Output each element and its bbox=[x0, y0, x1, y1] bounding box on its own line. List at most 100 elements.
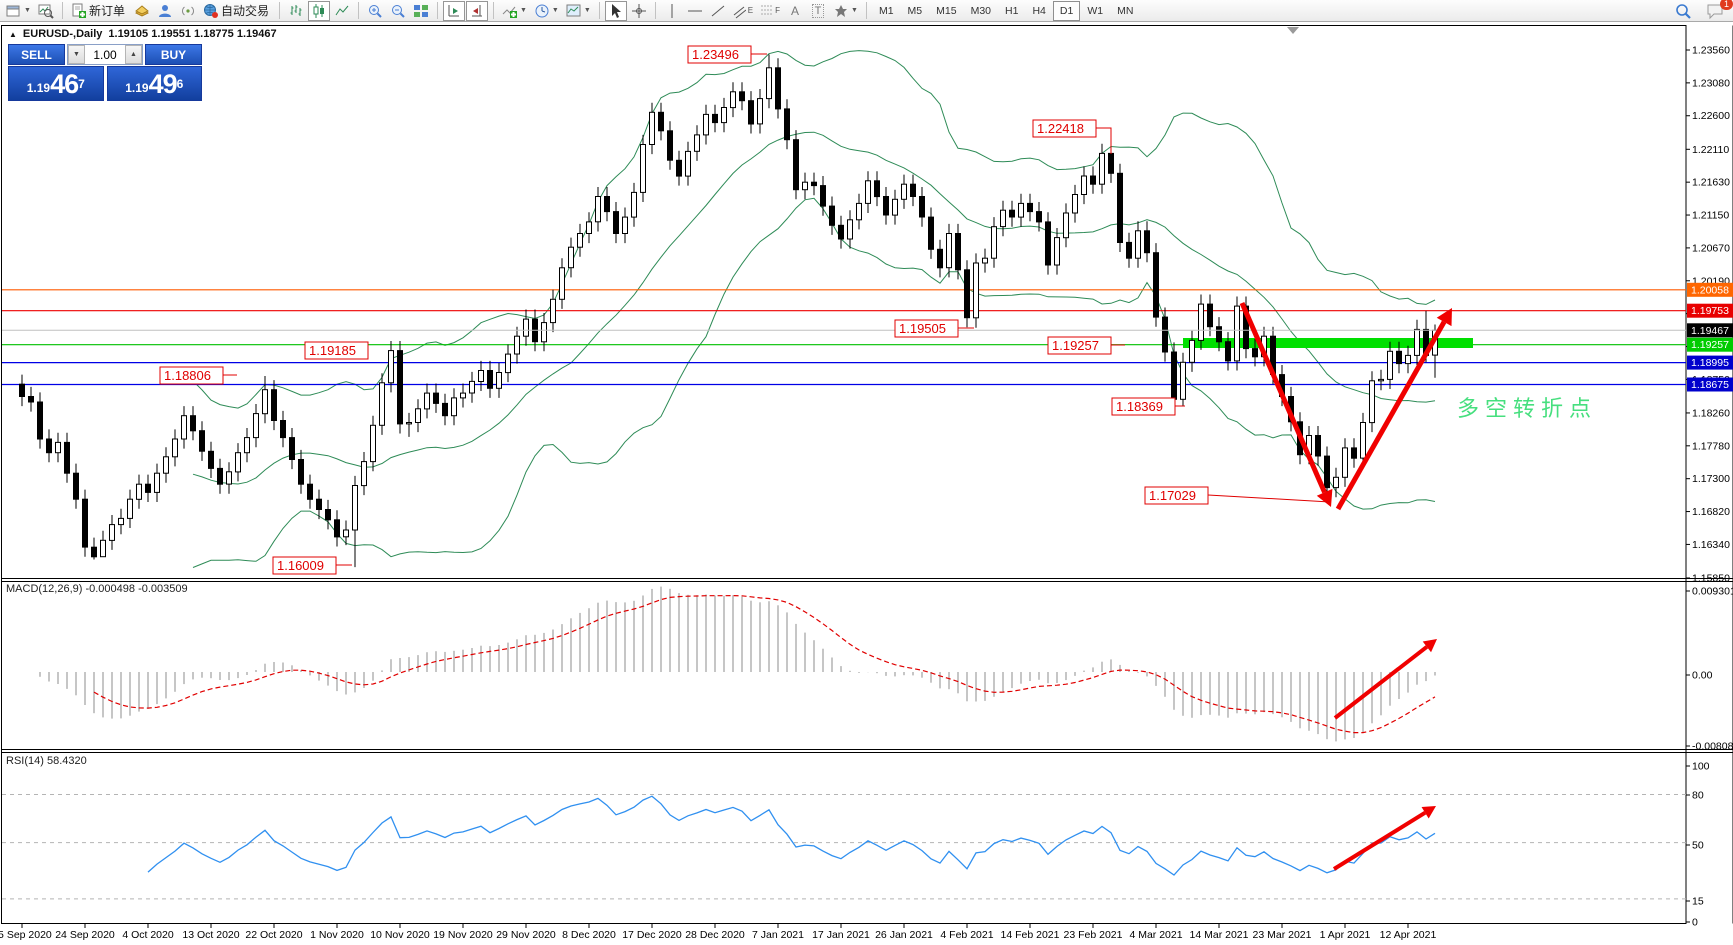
chart-price-label[interactable]: 1.17029 bbox=[1144, 486, 1331, 505]
svg-text:1.17029: 1.17029 bbox=[1149, 488, 1196, 503]
chart-price-label[interactable]: 1.19505 bbox=[894, 319, 974, 338]
horizontal-line-button[interactable] bbox=[684, 1, 706, 21]
svg-text:0: 0 bbox=[1692, 917, 1698, 929]
candlestick-chart-button[interactable] bbox=[307, 0, 330, 21]
sell-price-button[interactable]: 1.19 46 7 bbox=[8, 66, 104, 101]
shapes-icon bbox=[835, 4, 848, 17]
trend-arrows[interactable] bbox=[1239, 302, 1452, 871]
auto-trading-icon bbox=[203, 3, 218, 18]
shapes-button[interactable]: ▼ bbox=[830, 1, 861, 21]
chart-shift-button[interactable] bbox=[465, 0, 488, 21]
volume-input[interactable]: 1.00 bbox=[93, 47, 117, 62]
svg-text:50: 50 bbox=[1692, 840, 1704, 852]
chart-price-label[interactable]: 1.18806 bbox=[159, 366, 237, 385]
text-label-button[interactable]: T bbox=[807, 1, 829, 21]
collapse-icon[interactable]: ▲ bbox=[9, 29, 17, 39]
signals-button[interactable] bbox=[177, 1, 199, 21]
fibonacci-icon bbox=[761, 5, 773, 14]
chart-price-label[interactable]: 1.19185 bbox=[304, 341, 369, 360]
indicators-button[interactable]: ▼ bbox=[499, 1, 530, 21]
svg-text:15 Sep 2020: 15 Sep 2020 bbox=[0, 929, 52, 941]
sell-price-small: 1.19 bbox=[26, 81, 51, 95]
vertical-line-button[interactable] bbox=[661, 1, 683, 21]
search-icon bbox=[1676, 3, 1691, 19]
line-chart-icon bbox=[335, 5, 349, 15]
volume-stepper: ▼ 1.00 ▲ bbox=[67, 44, 143, 65]
price-tag: 1.18995 bbox=[1687, 355, 1733, 370]
profiles-button[interactable] bbox=[35, 1, 57, 21]
auto-scroll-button[interactable] bbox=[442, 0, 465, 21]
search-button[interactable] bbox=[1671, 1, 1695, 21]
cursor-button[interactable] bbox=[604, 0, 627, 21]
trendline-button[interactable] bbox=[707, 1, 729, 21]
svg-text:22 Oct 2020: 22 Oct 2020 bbox=[245, 929, 302, 941]
tf-button-M30[interactable]: M30 bbox=[970, 4, 992, 17]
tf-button-W1[interactable]: W1 bbox=[1087, 4, 1104, 17]
chat-badge: 1 bbox=[1719, 0, 1733, 10]
periods-button[interactable]: ▼ bbox=[531, 1, 562, 21]
crosshair-button[interactable] bbox=[628, 1, 650, 21]
bar-chart-icon bbox=[290, 4, 302, 16]
svg-text:1.17780: 1.17780 bbox=[1692, 440, 1730, 452]
toolbar-separator bbox=[357, 2, 359, 19]
channel-icon bbox=[733, 6, 746, 18]
chat-button[interactable]: 1 bbox=[1703, 0, 1733, 21]
candles-layer bbox=[19, 54, 1438, 568]
gold-book-icon bbox=[135, 4, 149, 17]
tf-button-M15[interactable]: M15 bbox=[936, 4, 957, 17]
svg-text:1.18995: 1.18995 bbox=[1691, 357, 1729, 369]
volume-down-button[interactable]: ▼ bbox=[68, 45, 85, 64]
svg-text:1.22110: 1.22110 bbox=[1692, 144, 1729, 156]
svg-text:19 Nov 2020: 19 Nov 2020 bbox=[433, 929, 493, 941]
toolbar-separator bbox=[654, 2, 656, 19]
auto-trading-button[interactable]: 自动交易 bbox=[200, 1, 274, 21]
svg-text:1.20670: 1.20670 bbox=[1692, 242, 1730, 254]
one-click-trading-panel: SELL ▼ 1.00 ▲ BUY 1.19 46 7 1.19 49 6 bbox=[8, 44, 202, 101]
svg-text:1.20058: 1.20058 bbox=[1691, 284, 1729, 296]
tf-button-D1[interactable]: D1 bbox=[1052, 0, 1081, 21]
templates-button[interactable]: ▼ bbox=[563, 1, 594, 21]
label-tool-glyph: T bbox=[811, 3, 825, 18]
tile-windows-button[interactable] bbox=[410, 1, 432, 21]
chart-price-label[interactable]: 1.16009 bbox=[272, 556, 352, 575]
svg-text:1.21150: 1.21150 bbox=[1692, 210, 1729, 222]
chart-price-label[interactable]: 1.23496 bbox=[687, 45, 767, 64]
tf-button-H4[interactable]: H4 bbox=[1032, 4, 1046, 17]
new-chart-button[interactable]: ▼ bbox=[3, 1, 34, 21]
zoom-out-button[interactable] bbox=[387, 1, 409, 21]
svg-text:1.19467: 1.19467 bbox=[1691, 325, 1729, 337]
line-chart-button[interactable] bbox=[331, 1, 353, 21]
new-order-button[interactable]: 新订单 bbox=[68, 1, 130, 21]
bar-chart-button[interactable] bbox=[285, 1, 307, 21]
buy-price-big: 49 bbox=[148, 69, 178, 99]
channel-button[interactable]: E bbox=[730, 1, 756, 21]
tf-button-MN[interactable]: MN bbox=[1117, 4, 1134, 17]
chart-shift-marker[interactable] bbox=[1287, 27, 1299, 34]
chart-price-label[interactable]: 1.18369 bbox=[1111, 397, 1185, 416]
svg-text:24 Sep 2020: 24 Sep 2020 bbox=[55, 929, 115, 941]
chart-price-label[interactable]: 1.19257 bbox=[1047, 336, 1125, 355]
tf-button-M5[interactable]: M5 bbox=[907, 4, 923, 17]
buy-price-button[interactable]: 1.19 49 6 bbox=[106, 66, 202, 101]
zoom-in-button[interactable] bbox=[364, 1, 386, 21]
chevron-down-icon: ▼ bbox=[583, 7, 591, 14]
crosshair-icon bbox=[631, 3, 646, 18]
tf-button-M1[interactable]: M1 bbox=[878, 4, 894, 17]
sell-button[interactable]: SELL bbox=[8, 44, 65, 65]
chart-price-label[interactable]: 1.22418 bbox=[1032, 119, 1112, 154]
text-button[interactable]: A bbox=[784, 1, 806, 21]
template-icon bbox=[566, 4, 581, 16]
annotation-text: 多空转折点 bbox=[1457, 396, 1597, 421]
volume-up-button[interactable]: ▲ bbox=[125, 45, 142, 64]
community-button[interactable] bbox=[154, 1, 176, 21]
fibonacci-button[interactable]: F bbox=[757, 1, 783, 21]
svg-text:17 Jan 2021: 17 Jan 2021 bbox=[812, 929, 870, 941]
timeframe-group: M1 M5 M15 M30 H1 H4 D1 W1 MN bbox=[872, 0, 1140, 21]
support-band[interactable] bbox=[1183, 338, 1473, 348]
indicators-icon bbox=[502, 6, 517, 18]
tf-button-H1[interactable]: H1 bbox=[1005, 4, 1019, 17]
market-depth-button[interactable] bbox=[131, 1, 153, 21]
buy-button[interactable]: BUY bbox=[145, 44, 202, 65]
